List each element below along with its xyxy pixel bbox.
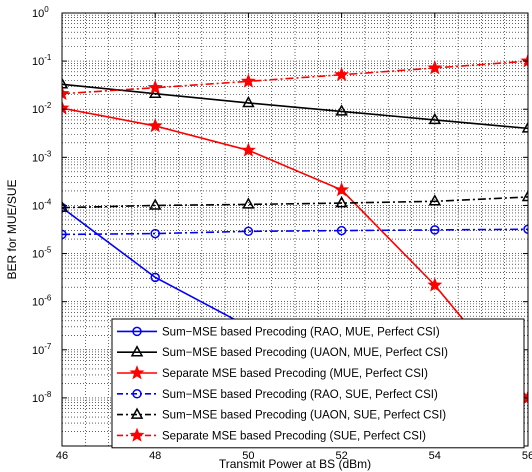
triangle-marker <box>428 112 442 125</box>
x-tick-label: 54 <box>429 450 441 462</box>
circle-marker <box>523 224 528 235</box>
legend-label: Separate MSE based Precoding (SUE, Perfe… <box>162 430 426 442</box>
x-tick-label: 46 <box>56 450 68 462</box>
series-line <box>62 83 528 130</box>
y-axis-label: BER for MUE/SUE <box>5 179 19 279</box>
circle-marker <box>132 326 142 337</box>
y-tick-label: 10-8 <box>32 390 52 405</box>
star-marker <box>129 427 145 442</box>
series-line <box>62 228 528 236</box>
circle-marker <box>243 226 254 237</box>
legend-entry: Separate MSE based Precoding (MUE, Perfe… <box>117 365 428 380</box>
legend-entry: Sum−MSE based Precoding (UAON, SUE, Perf… <box>117 407 446 422</box>
triangle-marker <box>521 121 528 133</box>
star-marker <box>129 365 145 380</box>
legend-box <box>111 318 525 449</box>
legend-label: Sum−MSE based Precoding (RAO, SUE, Perfe… <box>162 389 438 401</box>
star-marker <box>334 182 350 197</box>
triangle-marker <box>62 200 69 212</box>
circle-marker <box>150 272 160 283</box>
x-axis-label: Transmit Power at BS (dBm) <box>219 457 371 471</box>
star-marker <box>62 100 70 115</box>
triangle-marker <box>130 407 144 419</box>
circle-marker <box>62 229 67 240</box>
tick-layer: 46 48 50 52 54 56 100 10-1 10-2 10-3 10-4 10-5 10-6 1… <box>32 5 532 462</box>
legend-label: Sum−MSE based Precoding (UAON, SUE, Perf… <box>162 410 446 422</box>
circle-marker <box>132 389 142 399</box>
series <box>62 77 528 133</box>
triangle-marker <box>335 196 348 208</box>
circle-marker <box>430 225 440 235</box>
legend: Sum−MSE based Precoding (RAO, MUE, Perfe… <box>111 318 525 449</box>
circle-marker <box>336 225 347 236</box>
legend-entry: Sum−MSE based Precoding (RAO, MUE, Perfe… <box>117 326 440 338</box>
y-tick-label: 10-2 <box>32 101 52 116</box>
series <box>62 224 528 240</box>
y-tick-label: 10-4 <box>32 197 52 212</box>
y-tick-label: 10-5 <box>32 246 52 261</box>
star-marker <box>334 66 350 82</box>
star-marker <box>147 118 163 133</box>
legend-entry: Separate MSE based Precoding (SUE, Perfe… <box>117 427 426 442</box>
triangle-marker <box>242 95 255 108</box>
star-marker <box>427 60 443 75</box>
legend-label: Sum−MSE based Precoding (UAON, MUE, Perf… <box>162 347 448 359</box>
star-marker <box>427 277 443 292</box>
circle-marker <box>150 228 160 239</box>
triangle-marker <box>428 194 442 206</box>
triangle-marker <box>62 77 69 89</box>
x-tick-label: 50 <box>242 450 254 462</box>
legend-entry: Sum−MSE based Precoding (RAO, SUE, Perfe… <box>117 389 438 401</box>
star-marker <box>147 79 163 95</box>
triangle-marker <box>335 104 348 116</box>
series <box>62 189 528 212</box>
legend-entry: Sum−MSE based Precoding (UAON, MUE, Perf… <box>117 345 448 359</box>
series-line <box>62 196 528 209</box>
series-line <box>62 107 528 399</box>
triangle-marker <box>148 86 162 98</box>
star-marker <box>240 142 256 157</box>
series-line <box>62 60 528 95</box>
triangle-marker <box>521 189 528 202</box>
x-tick-label: 56 <box>522 450 532 462</box>
triangle-marker <box>148 198 162 210</box>
star-marker <box>62 85 70 101</box>
triangle-marker <box>242 197 255 209</box>
star-marker <box>240 73 256 88</box>
y-tick-label: 10-7 <box>32 342 52 357</box>
star-marker <box>520 53 528 68</box>
triangle-marker <box>130 345 144 357</box>
y-tick-label: 10-6 <box>32 294 52 309</box>
series <box>62 100 528 405</box>
legend-label: Separate MSE based Precoding (MUE, Perfe… <box>162 368 428 380</box>
legend-label: Sum−MSE based Precoding (RAO, MUE, Perfe… <box>162 326 440 338</box>
y-tick-label: 10-1 <box>32 53 52 68</box>
x-tick-label: 48 <box>149 450 161 462</box>
y-tick-label: 10-3 <box>32 149 52 164</box>
y-tick-label: 100 <box>32 5 49 20</box>
x-tick-label: 52 <box>335 450 347 462</box>
series <box>62 53 528 101</box>
